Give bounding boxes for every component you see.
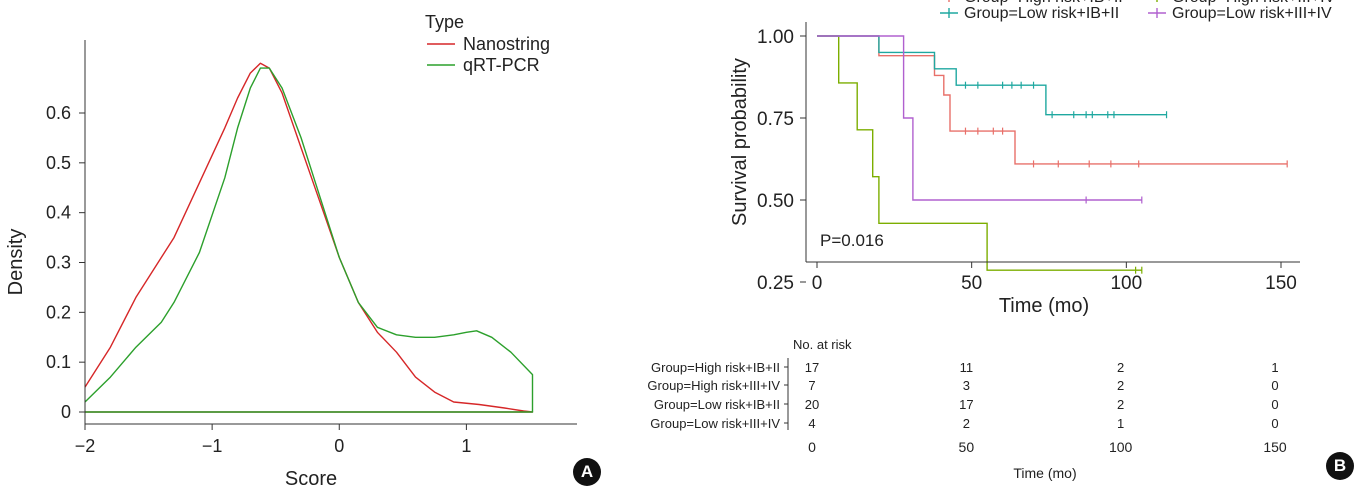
risk-count: 3 bbox=[963, 378, 970, 393]
km-curve-group-high-risk-iii-iv bbox=[817, 35, 1142, 271]
legend-label: Group=High risk+IB+II bbox=[964, 0, 1123, 6]
risk-x-tick-label: 100 bbox=[1109, 439, 1133, 455]
risk-count: 17 bbox=[959, 397, 973, 412]
series-nanostring-line bbox=[84, 62, 534, 413]
x-tick-label: 0 bbox=[334, 436, 344, 456]
risk-count: 0 bbox=[1271, 416, 1278, 431]
risk-count: 2 bbox=[1117, 378, 1124, 393]
km-curve-group-low-risk-ib-ii bbox=[817, 35, 1167, 116]
x-tick-label: 50 bbox=[961, 273, 982, 294]
risk-count: 1 bbox=[1271, 360, 1278, 375]
risk-x-tick-label: 0 bbox=[808, 439, 816, 455]
risk-x-tick-label: 150 bbox=[1263, 439, 1287, 455]
risk-count: 20 bbox=[805, 397, 819, 412]
legend-label: Group=Low risk+IB+II bbox=[964, 5, 1119, 22]
x-tick-label: 0 bbox=[812, 273, 823, 294]
risk-count: 2 bbox=[1117, 397, 1124, 412]
y-tick-label: 0.75 bbox=[757, 109, 794, 130]
series-qrt-pcr-line bbox=[84, 67, 534, 413]
risk-count: 11 bbox=[960, 360, 974, 375]
y-tick-label: 0.1 bbox=[46, 352, 71, 372]
risk-count: 2 bbox=[1117, 360, 1124, 375]
x-tick-label: 100 bbox=[1110, 273, 1142, 294]
risk-row-label: Group=Low risk+III+IV bbox=[650, 416, 780, 431]
panel-b-badge: B bbox=[1326, 452, 1354, 480]
risk-count: 2 bbox=[963, 416, 970, 431]
risk-row-label: Group=High risk+IB+II bbox=[651, 360, 780, 375]
risk-count: 0 bbox=[1271, 397, 1278, 412]
x-tick-label: 1 bbox=[461, 436, 471, 456]
y-tick-label: 0.5 bbox=[46, 153, 71, 173]
km-curve-group-low-risk-iii-iv bbox=[817, 35, 1142, 201]
x-axis-title: Score bbox=[285, 468, 337, 489]
legend-label: Group=Low risk+III+IV bbox=[1172, 5, 1332, 22]
survival-plot: Group=High risk+IB+II Group=High risk+III… bbox=[729, 0, 1336, 317]
legend-label: Group=High risk+III+IV bbox=[1172, 0, 1336, 6]
density-plot: −2 −1 0 1 0 0.1 0.2 0.3 0.4 0.5 0.6 TypeNanostring… bbox=[5, 12, 577, 489]
y-axis-title: Density bbox=[5, 229, 27, 296]
risk-count: 1 bbox=[1117, 416, 1124, 431]
risk-count: 0 bbox=[1271, 378, 1278, 393]
risk-table: No. at risk Group=High risk+IB+II 17 11 2 1G… bbox=[647, 337, 1286, 481]
y-axis-title: Survival probability bbox=[729, 58, 751, 226]
y-tick-label: 0.4 bbox=[46, 203, 71, 223]
risk-x-tick-label: 50 bbox=[959, 439, 975, 455]
y-tick-label: 0.25 bbox=[757, 273, 794, 294]
risk-count: 4 bbox=[808, 416, 815, 431]
km-curve-group-high-risk-ib-ii bbox=[817, 35, 1288, 165]
risk-table-title: No. at risk bbox=[793, 337, 852, 352]
y-tick-label: 0.50 bbox=[757, 191, 794, 212]
risk-count: 7 bbox=[808, 378, 815, 393]
y-tick-label: 0.6 bbox=[46, 103, 71, 123]
risk-row-label: Group=High risk+III+IV bbox=[647, 378, 780, 393]
x-tick-label: −2 bbox=[75, 436, 96, 456]
legend-label: qRT-PCR bbox=[463, 55, 540, 75]
x-axis-title: Time (mo) bbox=[999, 295, 1089, 317]
legend-title: Type bbox=[425, 12, 464, 32]
y-tick-label: 0 bbox=[61, 402, 71, 422]
y-tick-label: 0.2 bbox=[46, 302, 71, 322]
risk-count: 17 bbox=[805, 360, 819, 375]
risk-table-x-title: Time (mo) bbox=[1013, 465, 1076, 481]
legend-label: Nanostring bbox=[463, 34, 550, 54]
p-value-annotation: P=0.016 bbox=[820, 231, 884, 250]
panel-a-badge: A bbox=[573, 458, 601, 486]
x-tick-label: 150 bbox=[1265, 273, 1297, 294]
y-tick-label: 0.3 bbox=[46, 253, 71, 273]
y-tick-label: 1.00 bbox=[757, 27, 794, 48]
risk-row-label: Group=Low risk+IB+II bbox=[654, 397, 780, 412]
x-tick-label: −1 bbox=[202, 436, 223, 456]
